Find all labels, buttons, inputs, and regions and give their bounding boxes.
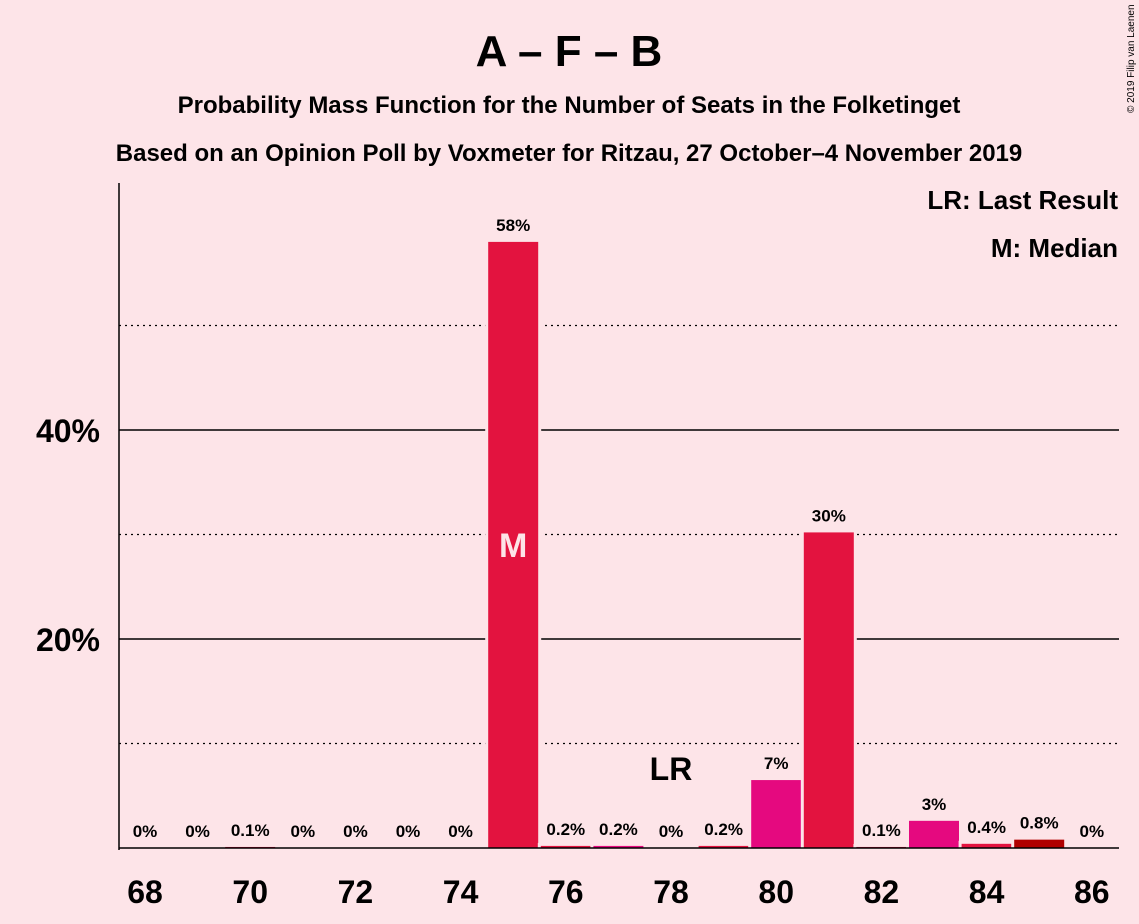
bar-outline — [695, 842, 752, 848]
bar — [751, 780, 802, 848]
data-label: 0.2% — [599, 820, 638, 839]
bar — [488, 241, 539, 848]
x-tick-label: 70 — [232, 874, 268, 910]
legend-last-result: LR: Last Result — [927, 185, 1118, 215]
data-label: 7% — [764, 754, 789, 773]
data-label: 0% — [448, 822, 473, 841]
data-labels: 0% 0% 0.1% 0% 0% 0% 0% 58% 0.2% 0.2% 0% 0.2% 7% 30% 0.… — [133, 216, 1104, 841]
data-label: 0.1% — [231, 821, 270, 840]
bar — [803, 532, 854, 848]
bar-outline — [590, 842, 647, 848]
data-label: 0% — [133, 822, 158, 841]
gridlines — [119, 324, 1119, 745]
data-label: 0% — [185, 822, 210, 841]
x-tick-label: 72 — [338, 874, 374, 910]
last-result-marker: LR — [650, 751, 693, 787]
bars — [222, 238, 1068, 849]
x-tick-label: 78 — [653, 874, 689, 910]
data-label: 58% — [496, 216, 530, 235]
data-label: 0.1% — [862, 821, 901, 840]
data-label: 0% — [291, 822, 316, 841]
data-label: 0% — [659, 822, 684, 841]
x-tick-label: 68 — [127, 874, 163, 910]
y-tick-labels: 20% 40% — [36, 413, 100, 658]
copyright-notice: © 2019 Filip van Laenen — [1126, 4, 1137, 113]
x-tick-label: 84 — [969, 874, 1005, 910]
y-tick-label: 20% — [36, 622, 100, 658]
bar-outline — [853, 843, 910, 848]
x-tick-label: 86 — [1074, 874, 1110, 910]
bar — [593, 845, 644, 848]
data-label: 3% — [922, 795, 947, 814]
chart-subtitle-2: Based on an Opinion Poll by Voxmeter for… — [116, 140, 1022, 167]
bar — [1014, 839, 1065, 848]
data-label: 0.4% — [967, 818, 1006, 837]
data-label: 0% — [1080, 822, 1105, 841]
data-label: 0.2% — [546, 820, 585, 839]
bar-outline — [222, 843, 279, 848]
chart-subtitle-1: Probability Mass Function for the Number… — [178, 92, 961, 119]
bar — [698, 845, 749, 848]
x-tick-labels: 68 70 72 74 76 78 80 82 84 86 — [127, 874, 1109, 910]
data-label: 30% — [812, 506, 846, 525]
y-tick-label: 40% — [36, 413, 100, 449]
x-tick-label: 74 — [443, 874, 479, 910]
bar — [540, 845, 591, 848]
x-tick-label: 76 — [548, 874, 584, 910]
data-label: 0.2% — [704, 820, 743, 839]
chart-title: A – F – B — [476, 27, 663, 76]
legend-median: M: Median — [991, 233, 1118, 263]
data-label: 0% — [396, 822, 421, 841]
bar-outline — [537, 842, 594, 848]
x-tick-label: 82 — [864, 874, 900, 910]
median-marker: M — [499, 527, 527, 565]
data-label: 0% — [343, 822, 368, 841]
data-label: 0.8% — [1020, 814, 1059, 833]
bar — [961, 843, 1012, 848]
bar — [909, 820, 959, 848]
x-tick-label: 80 — [758, 874, 794, 910]
